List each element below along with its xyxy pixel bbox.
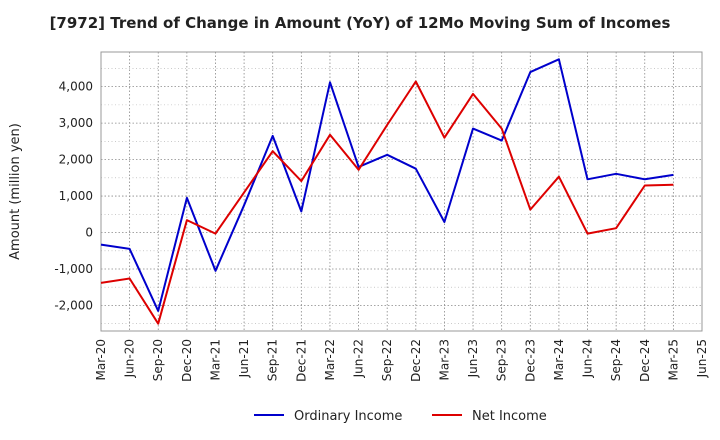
x-tick-label: Jun-25 <box>695 339 709 378</box>
x-tick-label: Mar-22 <box>323 339 337 380</box>
y-tick-label: 4,000 <box>59 80 93 94</box>
x-tick-label: Jun-21 <box>237 339 251 378</box>
series-line-net-income <box>100 80 674 325</box>
legend: Ordinary Income Net Income <box>254 409 547 424</box>
x-tick-label: Sep-20 <box>151 339 165 381</box>
legend-label: Ordinary Income <box>294 409 402 424</box>
legend-label: Net Income <box>472 409 547 424</box>
x-tick-label: Mar-24 <box>552 339 566 380</box>
x-tick-label: Mar-21 <box>208 339 222 380</box>
x-tick-label: Jun-20 <box>123 339 137 378</box>
x-tick-label: Dec-22 <box>409 339 423 382</box>
x-tick-label: Sep-23 <box>495 339 509 381</box>
chart-title: [7972] Trend of Change in Amount (YoY) o… <box>49 14 671 32</box>
series-lines <box>100 58 674 325</box>
y-axis-title: Amount (million yen) <box>8 123 23 260</box>
x-tick-label: Mar-25 <box>666 339 680 380</box>
x-tick-label: Sep-22 <box>380 339 394 381</box>
plot-area <box>100 51 703 332</box>
series-line-ordinary-income <box>100 58 674 312</box>
x-tick-label: Dec-24 <box>638 339 652 382</box>
x-tick-label: Dec-23 <box>523 339 537 382</box>
x-tick-label: Mar-23 <box>437 339 451 380</box>
x-tick-label: Jun-23 <box>466 339 480 378</box>
x-tick-label: Sep-21 <box>266 339 280 381</box>
x-tick-label: Jun-22 <box>352 339 366 378</box>
x-tick-label: Dec-20 <box>180 339 194 382</box>
grid <box>100 52 703 331</box>
x-tick-label: Sep-24 <box>609 339 623 381</box>
y-axis: 4,000 3,000 2,000 1,000 0 -1,000 -2,000 <box>54 80 93 313</box>
x-tick-label: Mar-20 <box>94 339 108 380</box>
x-tick-label: Dec-21 <box>294 339 308 382</box>
y-tick-label: 0 <box>85 226 93 240</box>
x-tick-label: Jun-24 <box>581 339 595 378</box>
y-tick-label: 3,000 <box>59 116 93 130</box>
x-axis: Mar-20 Jun-20 Sep-20 Dec-20 Mar-21 Jun-21 Sep-… <box>94 339 709 382</box>
y-tick-label: 1,000 <box>59 189 93 203</box>
y-tick-label: -1,000 <box>54 262 93 276</box>
y-tick-label: -2,000 <box>54 298 93 312</box>
y-tick-label: 2,000 <box>59 153 93 167</box>
